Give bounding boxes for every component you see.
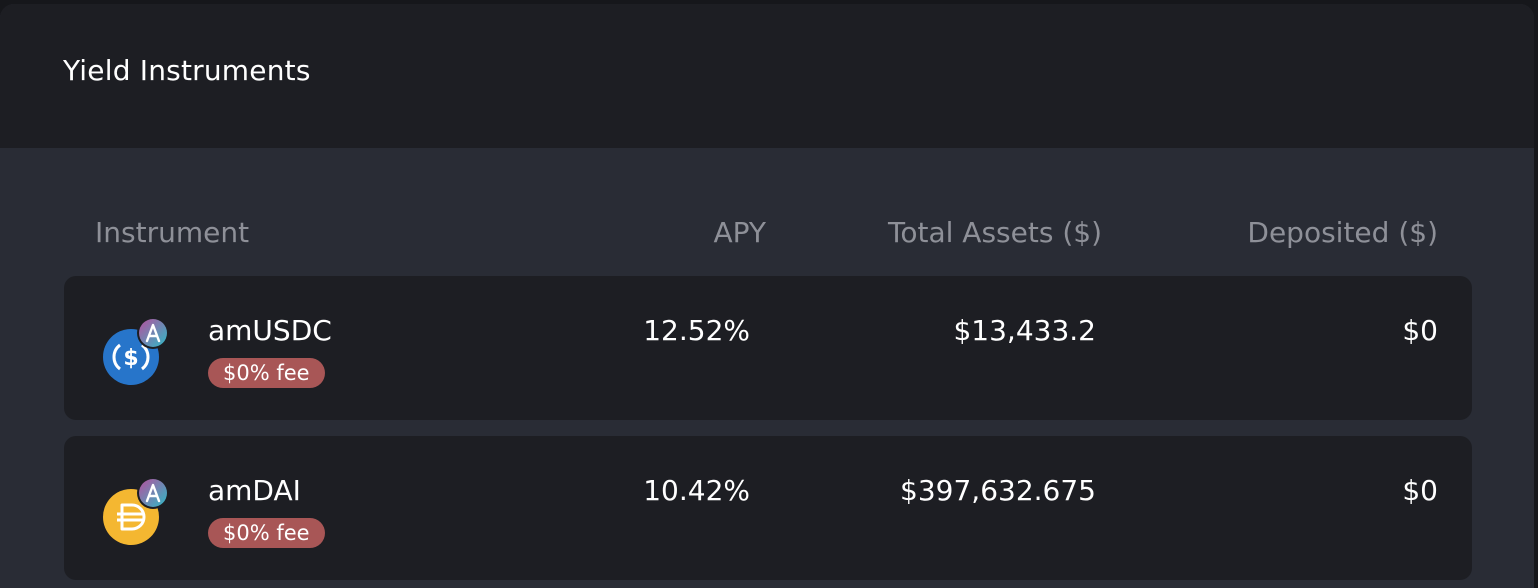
instrument-row-amusdc[interactable]: $ amUSDC $0% fee 12.52% $13,433.2 $0 — [64, 276, 1472, 420]
dai-aave-icon — [103, 477, 169, 545]
svg-text:$: $ — [123, 346, 138, 371]
usdc-aave-icon: $ — [103, 317, 169, 385]
apy-value: 10.42% — [643, 474, 750, 507]
instrument-row-amdai[interactable]: amDAI $0% fee 10.42% $397,632.675 $0 — [64, 436, 1472, 580]
instrument-name: amUSDC — [208, 314, 332, 347]
deposited-value: $0 — [1402, 474, 1438, 507]
fee-badge: $0% fee — [208, 518, 325, 548]
panel-title: Yield Instruments — [63, 54, 311, 87]
total-assets-value: $397,632.675 — [900, 474, 1096, 507]
apy-value: 12.52% — [643, 314, 750, 347]
column-header-instrument: Instrument — [95, 216, 250, 249]
panel-header: Yield Instruments — [0, 4, 1534, 148]
column-header-total-assets: Total Assets ($) — [888, 216, 1102, 249]
column-header-deposited: Deposited ($) — [1247, 216, 1438, 249]
instrument-name: amDAI — [208, 474, 301, 507]
yield-instruments-panel: Yield Instruments Instrument APY Total A… — [0, 4, 1534, 588]
fee-badge: $0% fee — [208, 358, 325, 388]
column-header-apy: APY — [713, 216, 766, 249]
total-assets-value: $13,433.2 — [953, 314, 1096, 347]
deposited-value: $0 — [1402, 314, 1438, 347]
